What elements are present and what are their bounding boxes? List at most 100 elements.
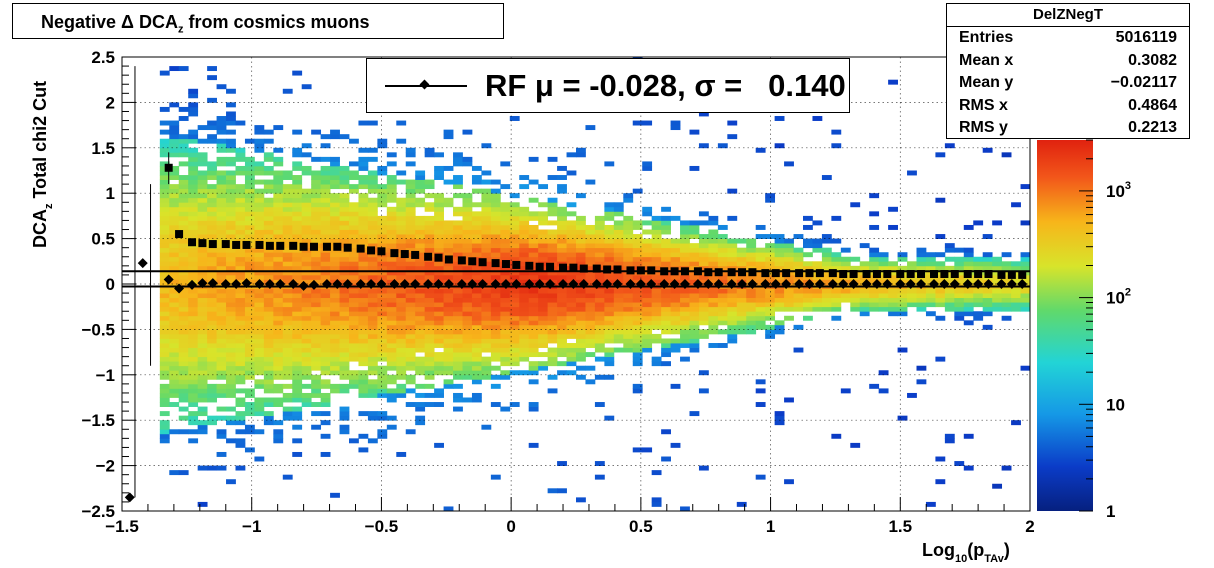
heatmap-cell: [311, 224, 322, 230]
heatmap-cell: [869, 193, 880, 199]
chart-title: Negative Δ DCAz from cosmics muons: [41, 12, 370, 36]
heatmap-cell: [244, 270, 255, 276]
heatmap-cell: [235, 411, 246, 417]
heatmap-cell: [386, 311, 397, 317]
heatmap-cell: [793, 261, 804, 267]
heatmap-cell: [519, 329, 530, 335]
stats-label: Mean y: [959, 74, 1014, 92]
heatmap-cell: [330, 238, 340, 244]
heatmap-cell: [632, 311, 643, 317]
heatmap-cell: [405, 243, 416, 249]
heatmap-cell: [434, 165, 444, 171]
heatmap-cell: [282, 247, 293, 253]
heatmap-cell: [301, 238, 312, 244]
heatmap-cell: [670, 338, 681, 344]
heatmap-cell: [623, 338, 634, 344]
heatmap-cell: [292, 265, 303, 271]
heatmap-cell: [320, 215, 331, 221]
heatmap-cell: [358, 306, 369, 312]
heatmap-cell: [254, 125, 265, 131]
heatmap-cell: [490, 274, 501, 280]
profile-square-point: [795, 269, 804, 278]
heatmap-cell: [386, 379, 397, 385]
heatmap-cell: [623, 302, 634, 308]
heatmap-cell: [490, 224, 501, 230]
heatmap-cell: [793, 247, 804, 253]
heatmap-cell: [661, 338, 671, 344]
heatmap-cell: [197, 224, 208, 230]
heatmap-cell: [216, 347, 227, 353]
heatmap-cell: [367, 315, 378, 321]
heatmap-cell: [453, 311, 463, 317]
heatmap-cell: [557, 461, 567, 466]
heatmap-cell: [661, 456, 671, 462]
heatmap-cell: [292, 206, 303, 212]
heatmap-cell: [235, 202, 246, 208]
heatmap-cell: [935, 315, 946, 321]
heatmap-cell: [169, 147, 180, 153]
heatmap-cell: [793, 297, 804, 303]
heatmap-cell: [632, 220, 643, 226]
heatmap-cell: [471, 356, 482, 362]
heatmap-cell: [263, 315, 274, 321]
heatmap-cell: [642, 338, 653, 344]
heatmap-cell: [547, 352, 558, 358]
heatmap-cell: [519, 311, 530, 317]
heatmap-cell: [755, 274, 766, 280]
heatmap-cell: [1011, 306, 1021, 312]
heatmap-cell: [973, 293, 984, 299]
heatmap-cell: [954, 265, 965, 271]
heatmap-cell: [301, 402, 312, 407]
heatmap-cell: [207, 392, 217, 398]
heatmap-cell: [216, 265, 227, 271]
heatmap-cell: [197, 206, 208, 212]
heatmap-cell: [396, 297, 407, 303]
heatmap-cell: [434, 274, 444, 280]
heatmap-cell: [386, 179, 397, 185]
heatmap-cell: [471, 261, 482, 267]
heatmap-cell: [339, 206, 350, 212]
heatmap-cell: [197, 347, 208, 353]
heatmap-cell: [803, 302, 813, 308]
heatmap-cell: [642, 165, 653, 171]
heatmap-cell: [311, 252, 322, 258]
heatmap-cell: [736, 288, 747, 294]
heatmap-cell: [358, 288, 369, 294]
heatmap-cell: [651, 356, 662, 362]
heatmap-cell: [462, 274, 473, 280]
heatmap-cell: [358, 356, 369, 362]
heatmap-cell: [169, 211, 180, 217]
heatmap-cell: [632, 224, 643, 230]
heatmap-cell: [453, 315, 463, 321]
heatmap-cell: [159, 220, 170, 226]
heatmap-cell: [982, 265, 993, 271]
heatmap-cell: [292, 188, 303, 194]
heatmap-cell: [159, 374, 170, 380]
heatmap-cell: [490, 338, 501, 344]
rf-diamond-point: [591, 279, 602, 289]
heatmap-cell: [339, 388, 350, 394]
heatmap-cell: [471, 306, 482, 312]
heatmap-cell: [585, 315, 596, 321]
heatmap-cell: [481, 347, 492, 353]
heatmap-cell: [330, 320, 340, 326]
heatmap-cell: [263, 220, 274, 226]
heatmap-cell: [509, 234, 520, 239]
heatmap-cell: [415, 311, 426, 317]
heatmap-cell: [944, 256, 955, 262]
heatmap-cell: [159, 184, 170, 190]
heatmap-cell: [311, 324, 322, 330]
heatmap-cell: [594, 256, 605, 262]
heatmap-cell: [159, 324, 170, 330]
heatmap-cell: [576, 247, 586, 253]
heatmap-cell: [216, 374, 227, 380]
heatmap-cell: [216, 324, 227, 330]
heatmap-cell: [349, 229, 359, 235]
heatmap-cell: [500, 315, 511, 321]
heatmap-cell: [736, 238, 747, 244]
heatmap-cell: [462, 211, 473, 217]
heatmap-cell: [424, 234, 435, 239]
heatmap-cell: [235, 324, 246, 330]
heatmap-cell: [188, 215, 199, 221]
heatmap-cell: [765, 256, 776, 262]
